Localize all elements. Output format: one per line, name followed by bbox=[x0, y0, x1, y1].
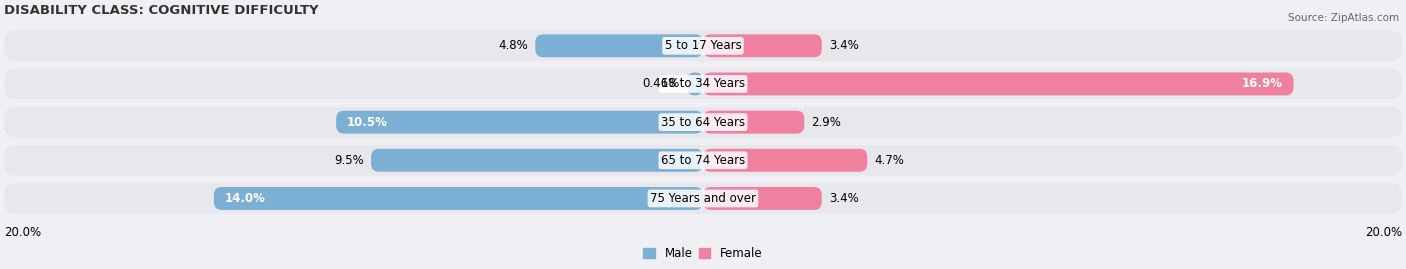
Text: 5 to 17 Years: 5 to 17 Years bbox=[665, 39, 741, 52]
FancyBboxPatch shape bbox=[688, 73, 703, 95]
Text: 75 Years and over: 75 Years and over bbox=[650, 192, 756, 205]
FancyBboxPatch shape bbox=[703, 187, 821, 210]
FancyBboxPatch shape bbox=[4, 183, 1402, 214]
FancyBboxPatch shape bbox=[703, 73, 1294, 95]
FancyBboxPatch shape bbox=[703, 149, 868, 172]
Text: 3.4%: 3.4% bbox=[828, 192, 859, 205]
Text: 20.0%: 20.0% bbox=[1365, 226, 1402, 239]
Text: 35 to 64 Years: 35 to 64 Years bbox=[661, 116, 745, 129]
Text: 16.9%: 16.9% bbox=[1241, 77, 1284, 90]
FancyBboxPatch shape bbox=[4, 145, 1402, 176]
Text: 20.0%: 20.0% bbox=[4, 226, 41, 239]
FancyBboxPatch shape bbox=[536, 34, 703, 57]
Text: 4.7%: 4.7% bbox=[875, 154, 904, 167]
Text: 0.46%: 0.46% bbox=[643, 77, 681, 90]
FancyBboxPatch shape bbox=[703, 34, 821, 57]
FancyBboxPatch shape bbox=[371, 149, 703, 172]
FancyBboxPatch shape bbox=[214, 187, 703, 210]
Text: 4.8%: 4.8% bbox=[499, 39, 529, 52]
FancyBboxPatch shape bbox=[4, 69, 1402, 99]
Text: 10.5%: 10.5% bbox=[347, 116, 388, 129]
Text: 65 to 74 Years: 65 to 74 Years bbox=[661, 154, 745, 167]
Text: 2.9%: 2.9% bbox=[811, 116, 841, 129]
Text: Source: ZipAtlas.com: Source: ZipAtlas.com bbox=[1288, 13, 1399, 23]
Text: DISABILITY CLASS: COGNITIVE DIFFICULTY: DISABILITY CLASS: COGNITIVE DIFFICULTY bbox=[4, 4, 319, 17]
FancyBboxPatch shape bbox=[4, 107, 1402, 137]
FancyBboxPatch shape bbox=[4, 31, 1402, 61]
Text: 18 to 34 Years: 18 to 34 Years bbox=[661, 77, 745, 90]
Text: 14.0%: 14.0% bbox=[225, 192, 266, 205]
FancyBboxPatch shape bbox=[336, 111, 703, 134]
FancyBboxPatch shape bbox=[703, 111, 804, 134]
Text: 3.4%: 3.4% bbox=[828, 39, 859, 52]
Text: 9.5%: 9.5% bbox=[335, 154, 364, 167]
Legend: Male, Female: Male, Female bbox=[638, 242, 768, 265]
